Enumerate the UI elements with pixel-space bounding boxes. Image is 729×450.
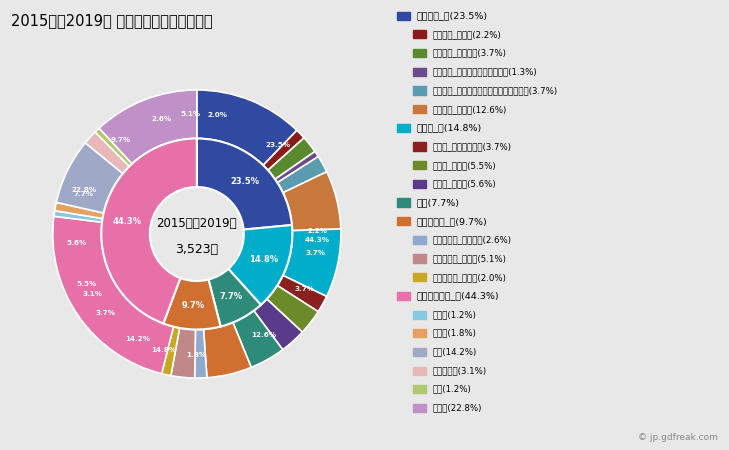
Text: 心疾患_計(14.8%): 心疾患_計(14.8%) [417, 123, 483, 132]
Wedge shape [162, 327, 179, 376]
Wedge shape [95, 128, 132, 166]
Text: 5.5%: 5.5% [77, 281, 97, 287]
Text: 7.7%: 7.7% [219, 292, 242, 301]
Text: 1.8%: 1.8% [186, 351, 206, 358]
Text: 悪性腫瘍_胃がん(2.2%): 悪性腫瘍_胃がん(2.2%) [433, 30, 502, 39]
Wedge shape [203, 323, 252, 378]
Text: 2.6%: 2.6% [152, 116, 172, 122]
Text: 14.8%: 14.8% [152, 347, 176, 353]
Wedge shape [283, 172, 340, 231]
Wedge shape [277, 157, 327, 193]
Text: 3.7%: 3.7% [294, 286, 314, 292]
Text: 44.3%: 44.3% [305, 238, 330, 243]
Wedge shape [171, 328, 195, 378]
Text: 3.1%: 3.1% [82, 291, 102, 297]
Wedge shape [208, 269, 261, 327]
Wedge shape [254, 299, 303, 350]
Text: 23.5%: 23.5% [265, 142, 291, 148]
Text: 脳血管疾患_脳内出血(2.6%): 脳血管疾患_脳内出血(2.6%) [433, 235, 512, 244]
Wedge shape [54, 211, 103, 222]
Wedge shape [268, 138, 315, 179]
Text: 脳血管疾患_脳梗塞(5.1%): 脳血管疾患_脳梗塞(5.1%) [433, 254, 507, 263]
Text: 5.1%: 5.1% [180, 111, 200, 117]
Text: 9.7%: 9.7% [111, 137, 131, 144]
Text: 3.7%: 3.7% [306, 250, 326, 256]
Wedge shape [52, 216, 174, 374]
Text: 9.7%: 9.7% [182, 301, 205, 310]
Text: 3,523人: 3,523人 [175, 243, 219, 256]
Text: 14.8%: 14.8% [249, 255, 278, 264]
Text: 23.5%: 23.5% [230, 177, 260, 186]
Wedge shape [195, 329, 207, 378]
Text: 悪性腫瘍_大腸がん(3.7%): 悪性腫瘍_大腸がん(3.7%) [433, 49, 507, 58]
Wedge shape [56, 143, 123, 213]
Wedge shape [275, 152, 319, 183]
Text: 3.7%: 3.7% [95, 310, 116, 316]
Wedge shape [197, 139, 292, 230]
Wedge shape [233, 310, 283, 367]
Text: 2.2%: 2.2% [308, 228, 327, 234]
Text: 44.3%: 44.3% [112, 217, 141, 226]
Wedge shape [99, 90, 197, 164]
Wedge shape [228, 225, 292, 305]
Text: 悪性腫瘍_気管がん・気管支がん・肺がん(3.7%): 悪性腫瘍_気管がん・気管支がん・肺がん(3.7%) [433, 86, 558, 95]
Text: 5.6%: 5.6% [66, 240, 87, 246]
Text: 2015年～2019年 土浦市の女性の死因構成: 2015年～2019年 土浦市の女性の死因構成 [11, 14, 213, 28]
Text: 2015年～2019年: 2015年～2019年 [157, 217, 237, 230]
Wedge shape [277, 275, 327, 312]
Wedge shape [283, 229, 341, 297]
Text: 心疾患_急性心筋梗塞(3.7%): 心疾患_急性心筋梗塞(3.7%) [433, 142, 512, 151]
Text: 脳血管疾患_その他(2.0%): 脳血管疾患_その他(2.0%) [433, 273, 507, 282]
Wedge shape [163, 278, 221, 329]
Text: 不慮の事故(3.1%): 不慮の事故(3.1%) [433, 366, 487, 375]
Text: 心疾患_心不全(5.5%): 心疾患_心不全(5.5%) [433, 161, 496, 170]
Text: 22.8%: 22.8% [72, 187, 97, 194]
Text: 12.6%: 12.6% [251, 332, 276, 338]
Text: 心疾患_その他(5.6%): 心疾患_その他(5.6%) [433, 180, 496, 189]
Text: 腎不全(1.8%): 腎不全(1.8%) [433, 328, 477, 338]
Text: © jp.gdfreak.com: © jp.gdfreak.com [638, 433, 718, 442]
Text: 老衰(14.2%): 老衰(14.2%) [433, 347, 477, 356]
Text: 肝疾患(1.2%): 肝疾患(1.2%) [433, 310, 477, 319]
Text: その他(22.8%): その他(22.8%) [433, 404, 483, 413]
Text: 悪性腫瘍_その他(12.6%): 悪性腫瘍_その他(12.6%) [433, 105, 507, 113]
Text: その他の死因_計(44.3%): その他の死因_計(44.3%) [417, 292, 499, 301]
Wedge shape [197, 90, 297, 165]
Wedge shape [85, 132, 129, 174]
Text: 14.2%: 14.2% [125, 336, 151, 342]
Text: 悪性腫瘍_肝がん・肝内胆管がん(1.3%): 悪性腫瘍_肝がん・肝内胆管がん(1.3%) [433, 67, 538, 76]
Wedge shape [267, 285, 318, 332]
Wedge shape [55, 202, 104, 219]
Text: 肺炎(7.7%): 肺炎(7.7%) [417, 198, 460, 207]
Wedge shape [101, 139, 197, 324]
Text: 脳血管疾患_計(9.7%): 脳血管疾患_計(9.7%) [417, 217, 488, 226]
Wedge shape [263, 130, 304, 170]
Text: 7.7%: 7.7% [74, 190, 93, 197]
Text: 2.0%: 2.0% [207, 112, 227, 118]
Text: 自殺(1.2%): 自殺(1.2%) [433, 385, 472, 394]
Text: 悪性腫瘍_計(23.5%): 悪性腫瘍_計(23.5%) [417, 11, 488, 20]
